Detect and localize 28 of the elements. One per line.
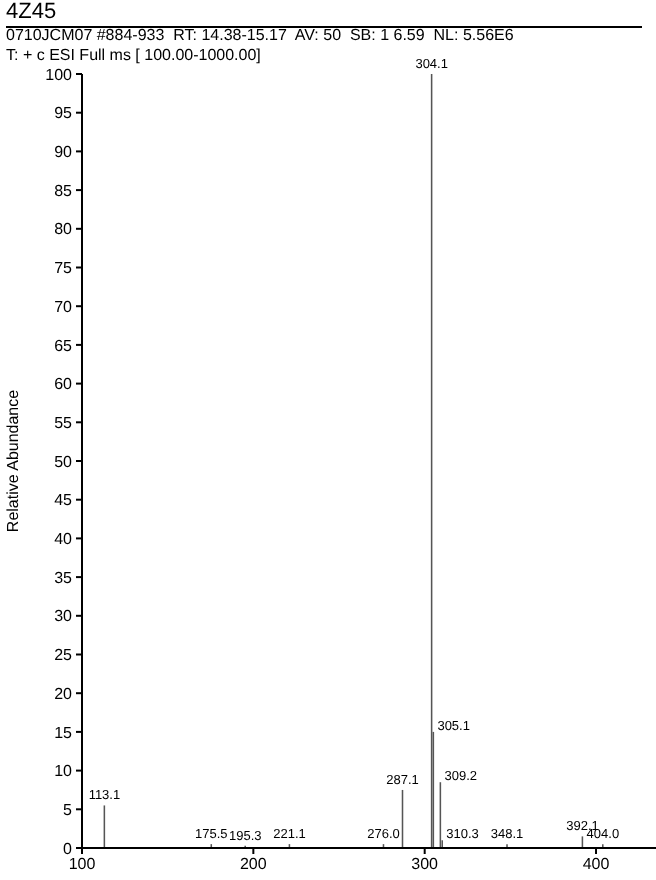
x-tick-label: 200 xyxy=(239,855,268,874)
y-tick-label: 45 xyxy=(54,491,74,510)
y-tick-label: 20 xyxy=(54,684,74,703)
y-tick-label: 70 xyxy=(54,297,74,316)
y-tick-label: 10 xyxy=(54,762,74,781)
y-tick-label: 15 xyxy=(54,723,74,742)
y-axis-title: Relative Abundance xyxy=(3,388,22,533)
y-tick-label: 35 xyxy=(54,568,74,587)
y-tick-label: 95 xyxy=(54,104,74,123)
x-tick-label: 400 xyxy=(582,855,611,874)
y-tick-label: 100 xyxy=(45,65,74,84)
y-tick-label: 60 xyxy=(54,375,74,394)
y-tick-label: 5 xyxy=(63,800,74,819)
y-tick-label: 25 xyxy=(54,646,74,665)
x-tick-label: 300 xyxy=(411,855,440,874)
y-tick-label: 65 xyxy=(54,336,74,355)
y-tick-label: 80 xyxy=(54,220,74,239)
chart-subtitle: 0710JCM07 #884-933 RT: 14.38-15.17 AV: 50 SB: 1 6.59 NL: 5.56E6 xyxy=(6,26,514,46)
y-tick-label: 50 xyxy=(54,452,74,471)
y-tick-label: 40 xyxy=(54,530,74,549)
y-tick-label: 0 xyxy=(63,839,74,858)
y-tick-label: 55 xyxy=(54,413,74,432)
y-tick-label: 85 xyxy=(54,181,74,200)
text: T: + c ESI Full ms [ 100.00-1000.00] xyxy=(6,46,261,66)
y-tick-label: 90 xyxy=(54,143,74,162)
y-tick-label: 75 xyxy=(54,259,74,278)
chart-title: 4Z45 xyxy=(6,0,642,28)
y-tick-label: 30 xyxy=(54,607,74,626)
